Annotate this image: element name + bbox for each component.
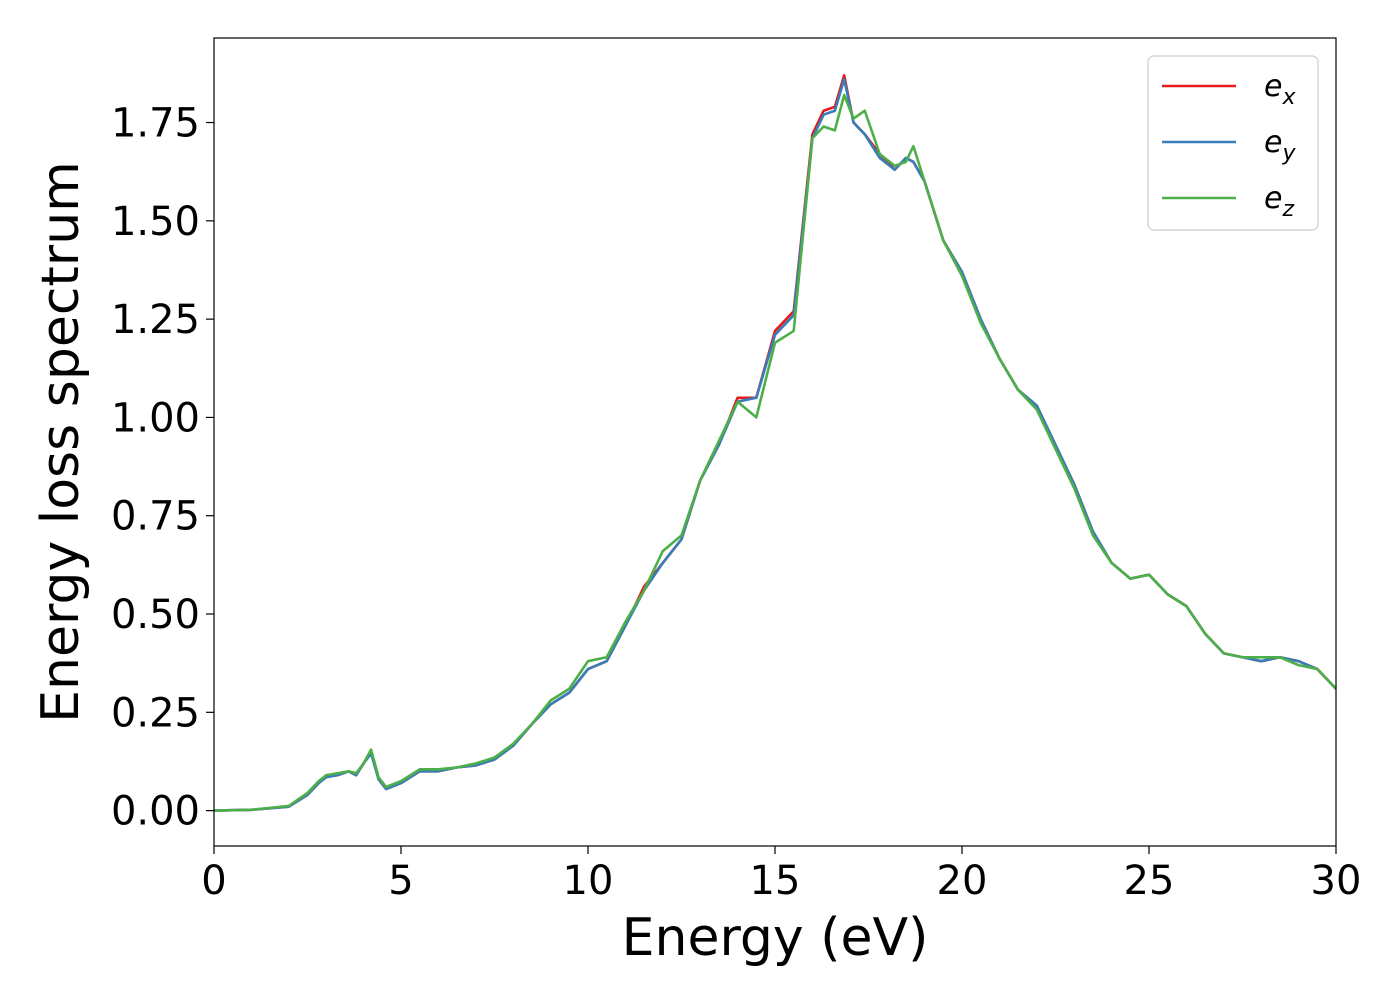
legend-label: ex bbox=[1264, 69, 1296, 110]
y-tick-label: 1.25 bbox=[111, 297, 200, 343]
y-tick-label: 0.25 bbox=[111, 690, 200, 736]
x-tick-label: 25 bbox=[1124, 858, 1175, 904]
x-tick-label: 5 bbox=[388, 858, 413, 904]
legend-label: ey bbox=[1264, 125, 1296, 166]
series-layer bbox=[213, 74, 1337, 812]
y-tick-label: 1.75 bbox=[111, 101, 200, 147]
x-tick-label: 0 bbox=[201, 858, 226, 904]
x-tick-label: 30 bbox=[1311, 858, 1362, 904]
y-tick-label: 1.00 bbox=[111, 395, 200, 441]
legend: ex ey ez bbox=[1147, 55, 1319, 231]
x-tick-label: 15 bbox=[750, 858, 801, 904]
legend-label: ez bbox=[1264, 181, 1294, 222]
legend-entry-e-y: ey bbox=[1162, 125, 1296, 166]
x-axis: 0 5 10 15 20 25 30 bbox=[201, 846, 1361, 904]
y-tick-label: 1.50 bbox=[111, 199, 200, 245]
legend-entry-e-x: ex bbox=[1162, 69, 1296, 110]
series-line-e-z bbox=[213, 93, 1337, 812]
legend-entry-e-z: ez bbox=[1162, 181, 1294, 222]
y-tick-label: 0.00 bbox=[111, 789, 200, 835]
y-axis-label: Energy loss spectrum bbox=[31, 161, 91, 723]
x-axis-label: Energy (eV) bbox=[622, 908, 929, 968]
y-tick-label: 0.75 bbox=[111, 494, 200, 540]
x-tick-label: 10 bbox=[563, 858, 614, 904]
y-tick-label: 0.50 bbox=[111, 592, 200, 638]
x-tick-label: 20 bbox=[937, 858, 988, 904]
y-axis: 0.00 0.25 0.50 0.75 1.00 1.25 1.50 1.75 bbox=[111, 101, 214, 835]
